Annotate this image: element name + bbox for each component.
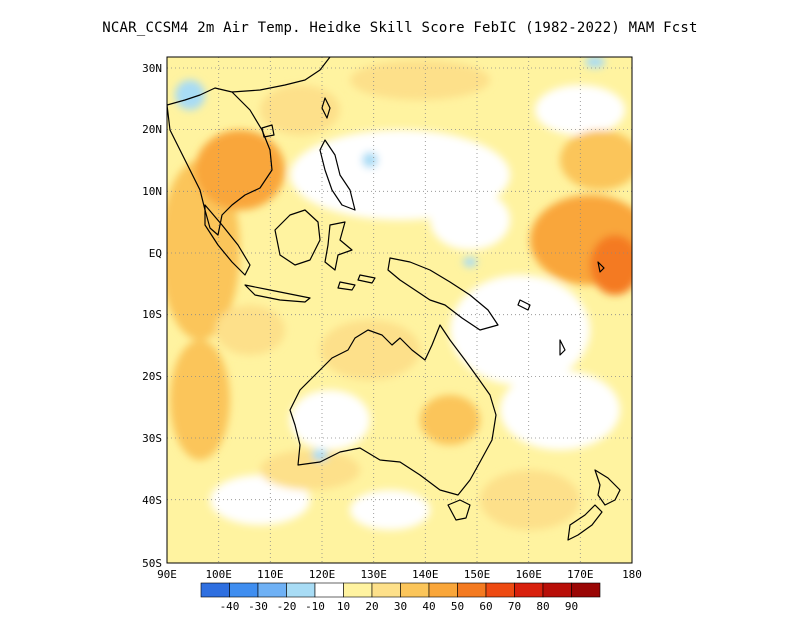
colorbar-tick-label: 70 bbox=[508, 600, 521, 613]
colorbar-tick-label: 50 bbox=[451, 600, 464, 613]
colorbar-swatch bbox=[286, 582, 316, 598]
colorbar-tick-label: 90 bbox=[565, 600, 578, 613]
colorbar-tick-label: 20 bbox=[365, 600, 378, 613]
lon-tick-label: 130E bbox=[360, 568, 387, 581]
coastlines bbox=[167, 57, 621, 541]
colorbar-tick-label: -30 bbox=[248, 600, 268, 613]
chart-title: NCAR_CCSM4 2m Air Temp. Heidke Skill Sco… bbox=[102, 20, 698, 36]
colorbar-tick-label: -20 bbox=[277, 600, 297, 613]
lat-tick-label: 30S bbox=[142, 432, 162, 445]
lat-tick-label: EQ bbox=[149, 247, 162, 260]
colorbar-swatch bbox=[400, 582, 430, 598]
colorbar-tick-label: 60 bbox=[479, 600, 492, 613]
colorbar-swatch bbox=[514, 582, 544, 598]
map-frame bbox=[166, 56, 633, 564]
lat-tick-label: 10N bbox=[142, 185, 162, 198]
map-gridlines bbox=[167, 57, 632, 563]
lon-tick-label: 110E bbox=[257, 568, 284, 581]
lon-axis: 90E 100E 110E 120E 130E 140E 150E 160E 1… bbox=[157, 568, 642, 581]
lat-tick-label: 50S bbox=[142, 557, 162, 570]
lat-tick-label: 30N bbox=[142, 62, 162, 75]
colorbar-tick-label: 40 bbox=[422, 600, 435, 613]
colorbar-swatch bbox=[343, 582, 373, 598]
lon-tick-label: 90E bbox=[157, 568, 177, 581]
lat-tick-label: 20S bbox=[142, 370, 162, 383]
colorbar-tick-label: 10 bbox=[337, 600, 350, 613]
colorbar-swatch bbox=[457, 582, 487, 598]
colorbar-swatch bbox=[371, 582, 401, 598]
colorbar-tick-label: -40 bbox=[220, 600, 240, 613]
colorbar-swatch bbox=[257, 582, 287, 598]
colorbar-swatch bbox=[229, 582, 259, 598]
skill-shading bbox=[167, 57, 632, 563]
lat-tick-label: 20N bbox=[142, 123, 162, 136]
lon-tick-label: 160E bbox=[515, 568, 542, 581]
lon-tick-label: 180 bbox=[622, 568, 642, 581]
colorbar-tick-label: 30 bbox=[394, 600, 407, 613]
lon-tick-label: 170E bbox=[567, 568, 594, 581]
lon-tick-label: 140E bbox=[412, 568, 439, 581]
colorbar-swatch bbox=[542, 582, 572, 598]
colorbar-tick-label: 80 bbox=[536, 600, 549, 613]
lon-tick-label: 150E bbox=[464, 568, 491, 581]
lon-tick-label: 120E bbox=[309, 568, 336, 581]
lat-tick-label: 10S bbox=[142, 308, 162, 321]
colorbar-swatch bbox=[314, 582, 344, 598]
colorbar-swatch bbox=[485, 582, 515, 598]
lat-axis: 30N 20N 10N EQ 10S 20S 30S 40S 50S bbox=[142, 62, 162, 570]
colorbar: -40 -30 -20 -10 10 20 30 40 50 60 70 80 90 bbox=[200, 582, 601, 613]
lat-tick-label: 40S bbox=[142, 494, 162, 507]
colorbar-swatch bbox=[571, 582, 601, 598]
lon-tick-label: 100E bbox=[205, 568, 232, 581]
colorbar-swatch bbox=[428, 582, 458, 598]
colorbar-swatch bbox=[200, 582, 230, 598]
colorbar-tick-label: -10 bbox=[305, 600, 325, 613]
